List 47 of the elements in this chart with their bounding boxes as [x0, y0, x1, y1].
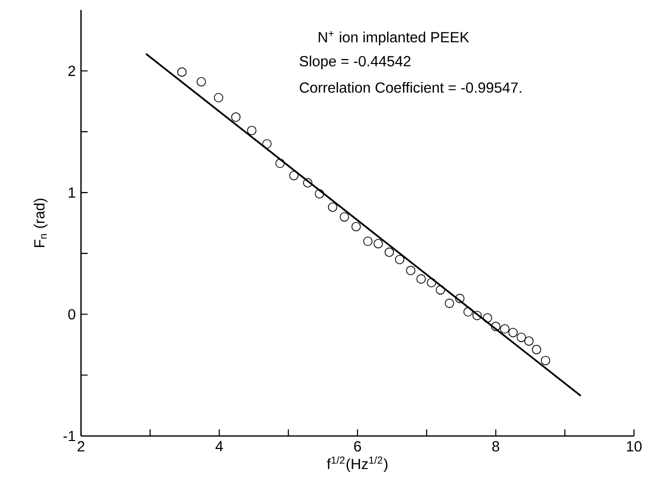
point — [289, 170, 299, 180]
point — [177, 67, 187, 77]
annotation: Slope = -0.44542 — [300, 56, 410, 70]
point — [275, 158, 285, 168]
x-tick-label: 8 — [492, 441, 500, 452]
point — [491, 322, 500, 332]
point — [472, 310, 482, 320]
x-tick-label: 2 — [78, 441, 84, 452]
point — [500, 324, 510, 334]
y-tick-label: -1 — [63, 430, 76, 442]
point — [426, 278, 436, 288]
point — [395, 254, 404, 264]
point — [196, 77, 206, 86]
point — [328, 202, 338, 212]
y-axis-title: F$_{n}$ (rad) — [34, 198, 48, 247]
point — [532, 344, 542, 354]
point — [416, 274, 426, 284]
point — [374, 239, 383, 248]
point — [363, 236, 373, 246]
point — [508, 328, 518, 338]
point — [540, 356, 550, 366]
x-axis-title: f$^{1/2}$(Hz$^{1/2}$) — [326, 456, 388, 472]
point — [406, 266, 416, 276]
annotation: Correlation Coefficient = -0.99547. — [300, 82, 522, 93]
y-tick-label: 0 — [68, 309, 76, 320]
y-tick-label: 2 — [68, 66, 76, 76]
point — [482, 313, 492, 323]
point — [436, 285, 446, 295]
point — [463, 307, 473, 317]
point — [262, 139, 272, 149]
point — [314, 189, 324, 198]
text: N$^{+}$ ion implanted PEEK — [318, 31, 470, 46]
point — [303, 178, 312, 188]
x-tick-label: 6 — [354, 441, 361, 452]
y-tick-label: 1 — [68, 188, 76, 198]
point — [247, 126, 256, 136]
point — [524, 336, 534, 346]
point — [231, 112, 241, 122]
point — [340, 212, 350, 222]
point — [384, 248, 394, 257]
x-tick-label: 10 — [626, 441, 642, 452]
point — [214, 92, 224, 102]
x-tick-label: 4 — [216, 441, 223, 452]
point — [444, 298, 454, 308]
point — [516, 332, 526, 342]
point — [351, 222, 361, 232]
point — [455, 294, 464, 304]
